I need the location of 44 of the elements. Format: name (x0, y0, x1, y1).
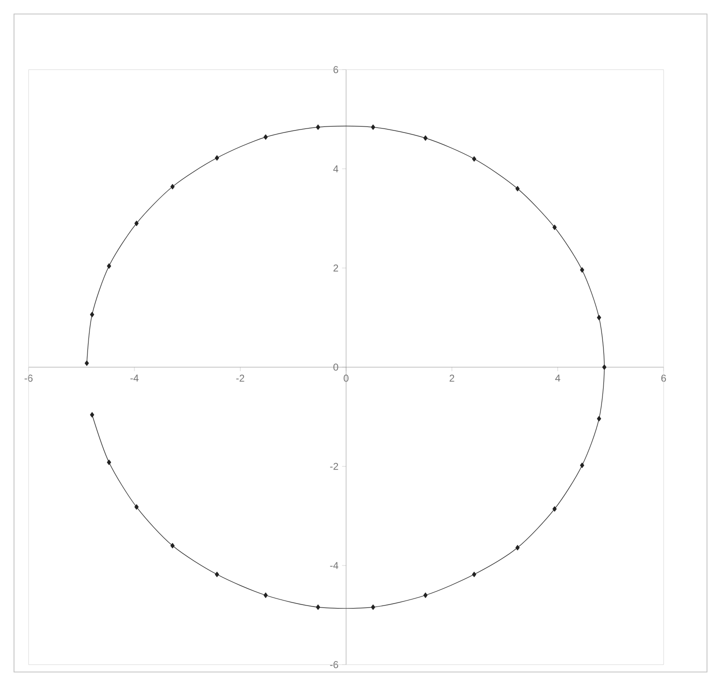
x-tick-label: -4 (130, 374, 139, 382)
point (84, 360, 89, 366)
point (423, 592, 428, 598)
point (370, 604, 376, 610)
point (134, 220, 139, 226)
point (515, 186, 520, 192)
y-tick-label: 0 (333, 364, 338, 371)
x-tick-label: 6 (661, 374, 666, 382)
point (170, 184, 175, 190)
y-tick-label: 4 (333, 165, 338, 172)
point (472, 572, 476, 578)
point (106, 263, 112, 269)
y-tick-label: -2 (330, 462, 338, 470)
point (316, 604, 320, 610)
point (214, 155, 220, 161)
x-tick-label: 2 (450, 374, 454, 382)
x-tick-label: -6 (24, 374, 33, 382)
point (580, 462, 584, 468)
point (170, 542, 175, 548)
point (90, 412, 94, 418)
point (602, 364, 606, 370)
point (370, 124, 376, 130)
y-tick-label: 6 (334, 66, 338, 74)
point (264, 134, 268, 140)
point (580, 267, 584, 273)
point (423, 135, 428, 141)
point (106, 460, 112, 466)
point (596, 416, 602, 422)
x-tick-label: -2 (236, 374, 244, 382)
x-tick-label: 4 (555, 374, 560, 382)
y-tick-label: -6 (330, 661, 338, 668)
y-tick-label: 2 (334, 264, 338, 272)
point (264, 592, 268, 598)
point (316, 124, 320, 130)
point (472, 156, 476, 162)
point (596, 314, 602, 320)
point (90, 312, 94, 318)
point (134, 504, 139, 510)
point (552, 224, 557, 230)
point (552, 506, 557, 512)
x-tick-label: 0 (344, 374, 348, 382)
point (515, 544, 520, 550)
point (214, 572, 220, 578)
y-tick-label: -4 (330, 562, 338, 569)
